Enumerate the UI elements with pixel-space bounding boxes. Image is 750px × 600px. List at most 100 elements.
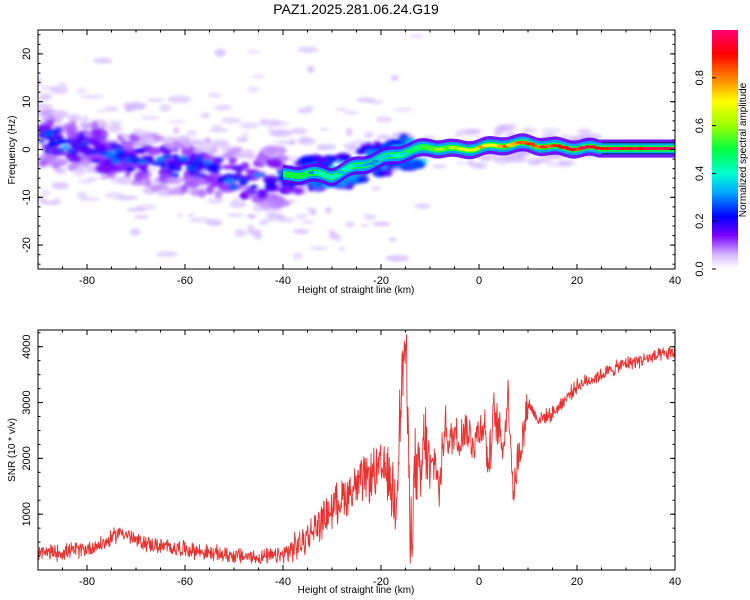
ridge-core-cell xyxy=(598,146,607,151)
colorbar-label: Normalized spectral amplitude xyxy=(738,82,749,217)
spectrogram-hot-cell xyxy=(108,143,120,148)
spectrogram-noise-cell xyxy=(309,208,317,216)
spectrogram-hot-cell xyxy=(133,148,146,153)
spectrogram-noise-cell xyxy=(432,164,447,169)
spectrogram-cell xyxy=(130,180,148,186)
spectrogram-cell xyxy=(66,130,80,139)
spectrogram-noise-cell xyxy=(40,200,62,205)
spectrogram-cell xyxy=(205,185,214,195)
snr-x-axis-label: Height of straight line (km) xyxy=(298,585,415,596)
spectrogram-hot-cell xyxy=(228,184,240,191)
spectrogram-noise-cell xyxy=(363,213,377,221)
spectrogram-hot-cell xyxy=(178,155,190,161)
spectrogram-cell xyxy=(193,147,203,154)
spectrogram-ytick-label: 0 xyxy=(21,146,33,152)
spectrogram-noise-cell xyxy=(325,207,332,214)
spectrogram-hot-cell xyxy=(211,162,219,169)
colorbar: 0.0 0.2 0.4 0.6 0.8 Normalized spectral ampl… xyxy=(694,30,749,277)
spectrogram-xtick-label: 40 xyxy=(669,275,681,287)
colorbar-tick-label: 0.2 xyxy=(694,214,706,229)
spectrogram-hot-cell xyxy=(124,157,132,163)
spectrogram-cell xyxy=(99,175,108,180)
spectrogram-noise-cell xyxy=(259,119,282,127)
colorbar-tick-label: 0.0 xyxy=(694,261,706,276)
spectrogram-noise-cell xyxy=(258,221,268,226)
spectrogram-noise-cell xyxy=(343,143,357,149)
spectrogram-hot-cell xyxy=(185,165,197,171)
spectrogram-noise-cell xyxy=(147,98,165,102)
spectrogram-cell xyxy=(373,140,381,147)
spectrogram-noise-cell xyxy=(186,129,198,138)
spectrogram-cell xyxy=(258,200,272,208)
spectrogram-cell xyxy=(297,156,315,166)
ridge-core-cell xyxy=(627,146,636,151)
snr-ticks: -80 -60 -40 -20 0 20 40 1000 2000 3000 4000 xyxy=(21,330,681,588)
spectrogram-noise-cell xyxy=(392,108,414,112)
spectrogram-cell xyxy=(265,158,283,168)
spectrogram-noise-cell xyxy=(167,95,192,104)
spectrogram-noise-cell xyxy=(277,217,296,223)
spectrogram-ticks: -80 -60 -40 -20 0 20 40 -20 -10 0 10 20 xyxy=(21,30,681,287)
spectrogram-noise-cell xyxy=(517,152,524,159)
spectrogram-noise-cell xyxy=(297,46,319,53)
snr-xtick-label: -60 xyxy=(177,576,193,588)
spectrogram-cell xyxy=(393,163,405,169)
spectrogram-ytick-label: 10 xyxy=(21,96,33,108)
spectrogram-noise-cell xyxy=(457,128,480,136)
spectrogram-cell xyxy=(107,126,119,132)
spectrogram-noise-cell xyxy=(208,128,229,133)
spectrogram-noise-cell xyxy=(155,250,178,258)
ridge-core-cell xyxy=(337,170,345,174)
spectrogram-cell xyxy=(292,187,304,195)
spectrogram-noise-cell xyxy=(308,246,328,251)
spectrogram-hot-cell xyxy=(166,163,175,170)
spectrogram-cell xyxy=(383,167,393,177)
ridge-core-cell xyxy=(341,167,352,171)
snr-ytick-label: 3000 xyxy=(21,390,33,414)
spectrogram-hot-cell xyxy=(194,155,203,162)
colorbar-ticks: 0.0 0.2 0.4 0.6 0.8 xyxy=(694,70,716,277)
snr-ytick-label: 4000 xyxy=(21,335,33,359)
spectrogram-noise-cell xyxy=(335,107,349,112)
spectrogram-hot-cell xyxy=(125,166,136,172)
spectrogram-noise-cell xyxy=(367,100,385,104)
spectrogram-cell xyxy=(357,175,370,184)
spectrogram-noise-cell xyxy=(51,182,70,190)
spectrogram-y-axis-label: Frequency (Hz) xyxy=(7,116,18,185)
spectrogram-noise-cell xyxy=(305,104,315,112)
snr-xtick-label: -20 xyxy=(373,576,389,588)
spectrogram-hot-cell xyxy=(44,135,53,141)
spectrogram-noise-cell xyxy=(316,143,337,151)
spectrogram-noise-cell xyxy=(527,158,542,166)
spectrogram-cell xyxy=(73,167,86,177)
spectrogram-noise-cell xyxy=(269,129,292,138)
spectrogram-noise-cell xyxy=(521,127,537,135)
spectrogram-noise-cell xyxy=(327,229,336,234)
spectral-ridge xyxy=(283,133,675,187)
spectrogram-noise-cell xyxy=(207,197,224,205)
spectrogram-hot-cell xyxy=(38,133,44,138)
spectrogram-hot-cell xyxy=(276,169,285,175)
spectrogram-ytick-label: -20 xyxy=(21,237,33,253)
spectrogram-noise-cell xyxy=(423,135,436,140)
spectrogram-xtick-label: -40 xyxy=(275,275,291,287)
snr-ytick-label: 2000 xyxy=(21,446,33,470)
spectrogram-noise-cell xyxy=(108,120,123,125)
spectrogram-hot-cell xyxy=(43,132,55,137)
snr-xtick-label: 40 xyxy=(669,576,681,588)
spectrogram-noise-cell xyxy=(246,49,261,55)
spectrogram-noise-cell xyxy=(88,177,99,181)
ridge-core-cell xyxy=(603,146,611,151)
spectrogram-hot-cell xyxy=(203,159,212,165)
spectrogram-noise-cell xyxy=(493,125,515,133)
spectrogram-hot-cell xyxy=(265,187,275,192)
spectrogram-hot-cell xyxy=(312,183,321,189)
spectrogram-noise-cell xyxy=(246,213,257,219)
spectrogram-noise-cell xyxy=(360,223,370,227)
spectrogram-cell xyxy=(144,177,151,188)
spectrogram-noise-cell xyxy=(95,109,106,113)
snr-xtick-label: -80 xyxy=(79,576,95,588)
spectrogram-hot-cell xyxy=(249,184,258,190)
spectrogram-hot-cell xyxy=(91,159,100,163)
spectrogram-noise-cell xyxy=(246,223,255,232)
